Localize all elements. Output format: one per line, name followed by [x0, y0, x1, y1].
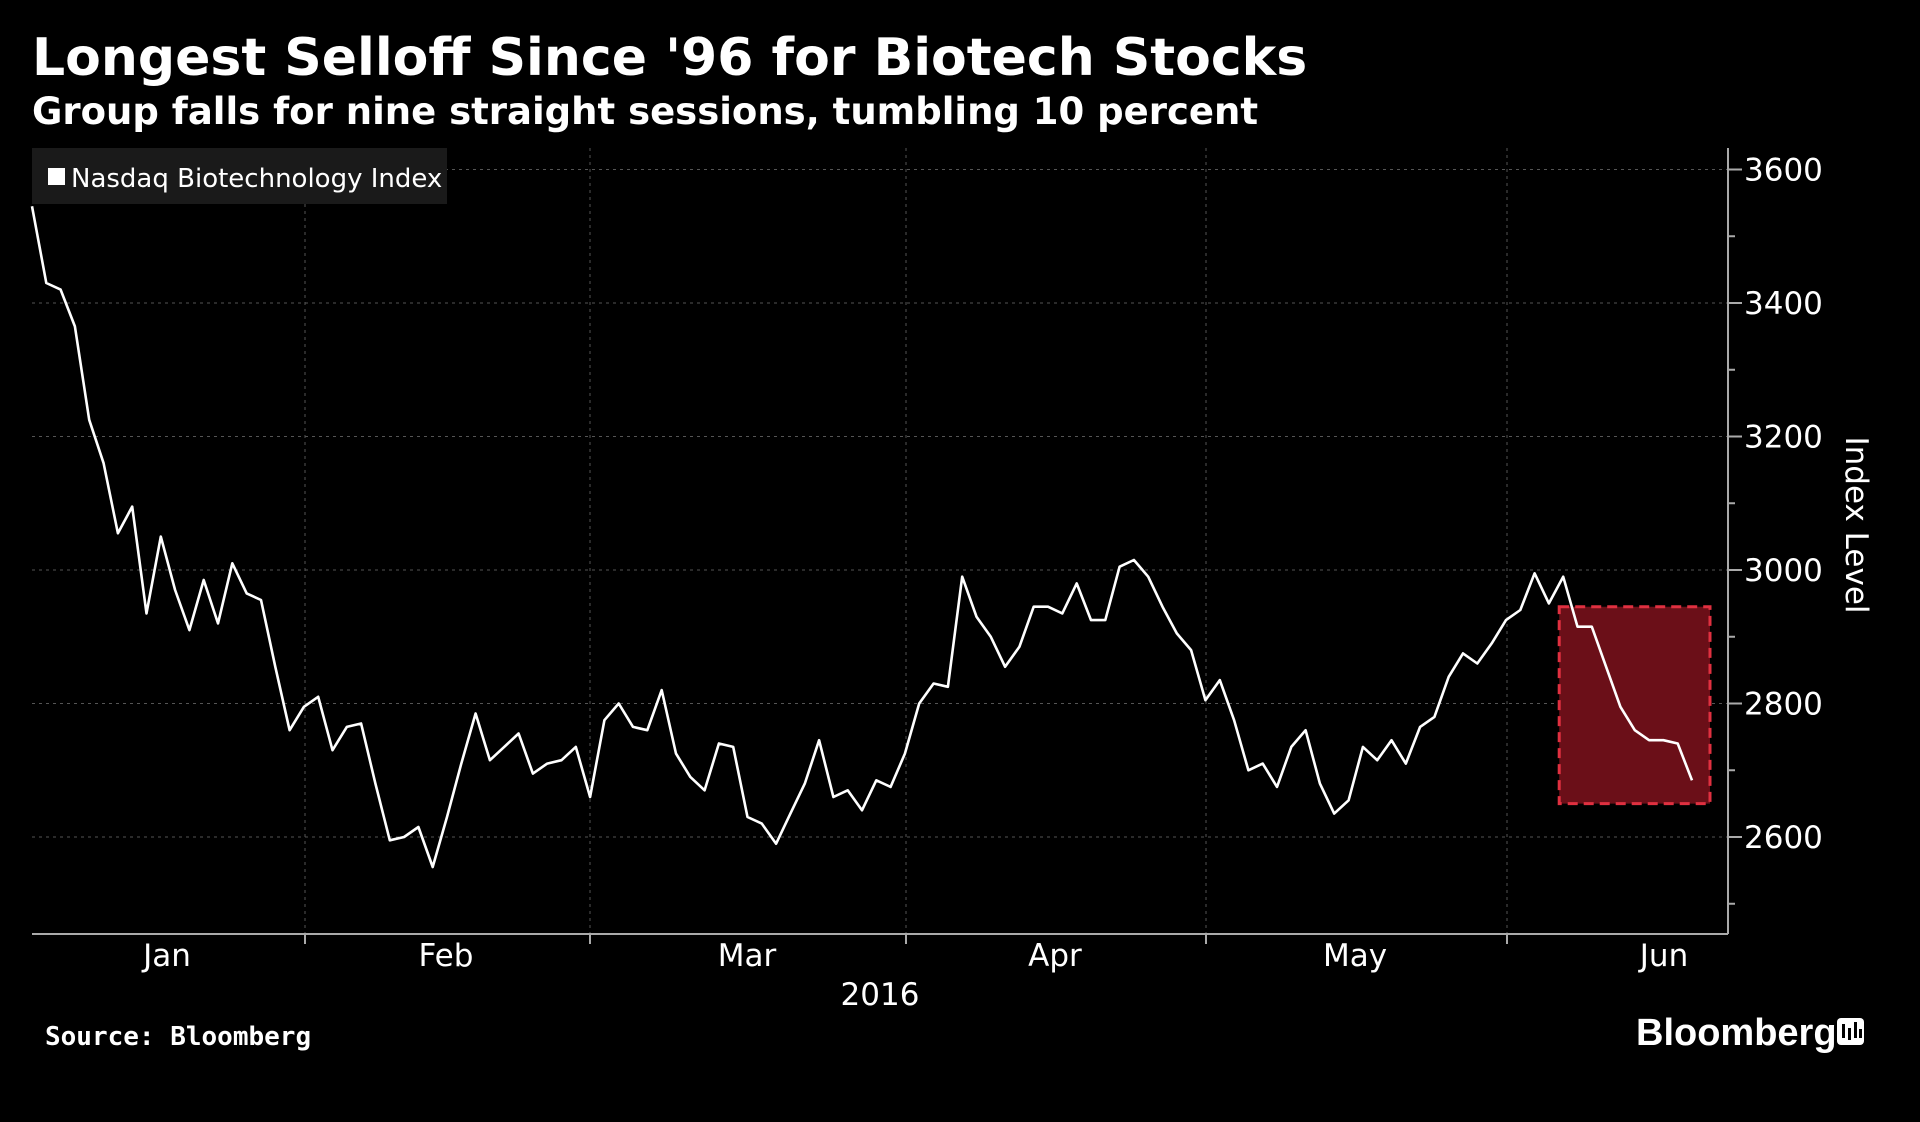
x-tick-label: Jan: [141, 938, 191, 974]
x-axis-year-label: 2016: [841, 977, 920, 1013]
y-tick-label: 3000: [1744, 553, 1823, 589]
source-note: Source: Bloomberg: [45, 1022, 311, 1052]
chart-title: Longest Selloff Since '96 for Biotech St…: [32, 28, 1307, 88]
y-tick-label: 3600: [1744, 153, 1823, 189]
legend-background: [32, 148, 447, 204]
x-tick-label: Mar: [718, 938, 777, 974]
legend-swatch: [48, 168, 65, 185]
legend: Nasdaq Biotechnology Index: [32, 148, 447, 204]
x-tick-label: Feb: [419, 938, 474, 974]
chart-subtitle: Group falls for nine straight sessions, …: [32, 90, 1258, 133]
grid-lines: [32, 148, 1728, 934]
series-layer: [30, 205, 1694, 869]
legend-label: Nasdaq Biotechnology Index: [71, 164, 442, 194]
axes: 2600 2800 3000 3200 3400 3600 Jan Feb Mar Apr May J…: [32, 148, 1823, 974]
x-tick-label: Jun: [1638, 938, 1688, 974]
y-tick-label: 3400: [1744, 286, 1823, 322]
y-tick-label: 3200: [1744, 420, 1823, 456]
x-tick-label: May: [1323, 938, 1387, 974]
highlight-box: [1557, 605, 1712, 806]
brand-logo: Bloomberg: [1636, 1012, 1837, 1054]
y-tick-label: 2800: [1744, 687, 1823, 723]
y-tick-label: 2600: [1744, 820, 1823, 856]
x-tick-label: Apr: [1028, 938, 1082, 974]
highlight-region: [1557, 605, 1712, 806]
bloomberg-icon: [1837, 1018, 1864, 1045]
series-line-nasdaq-biotech: [30, 205, 1694, 869]
y-axis-label: Index Level: [1838, 436, 1874, 613]
